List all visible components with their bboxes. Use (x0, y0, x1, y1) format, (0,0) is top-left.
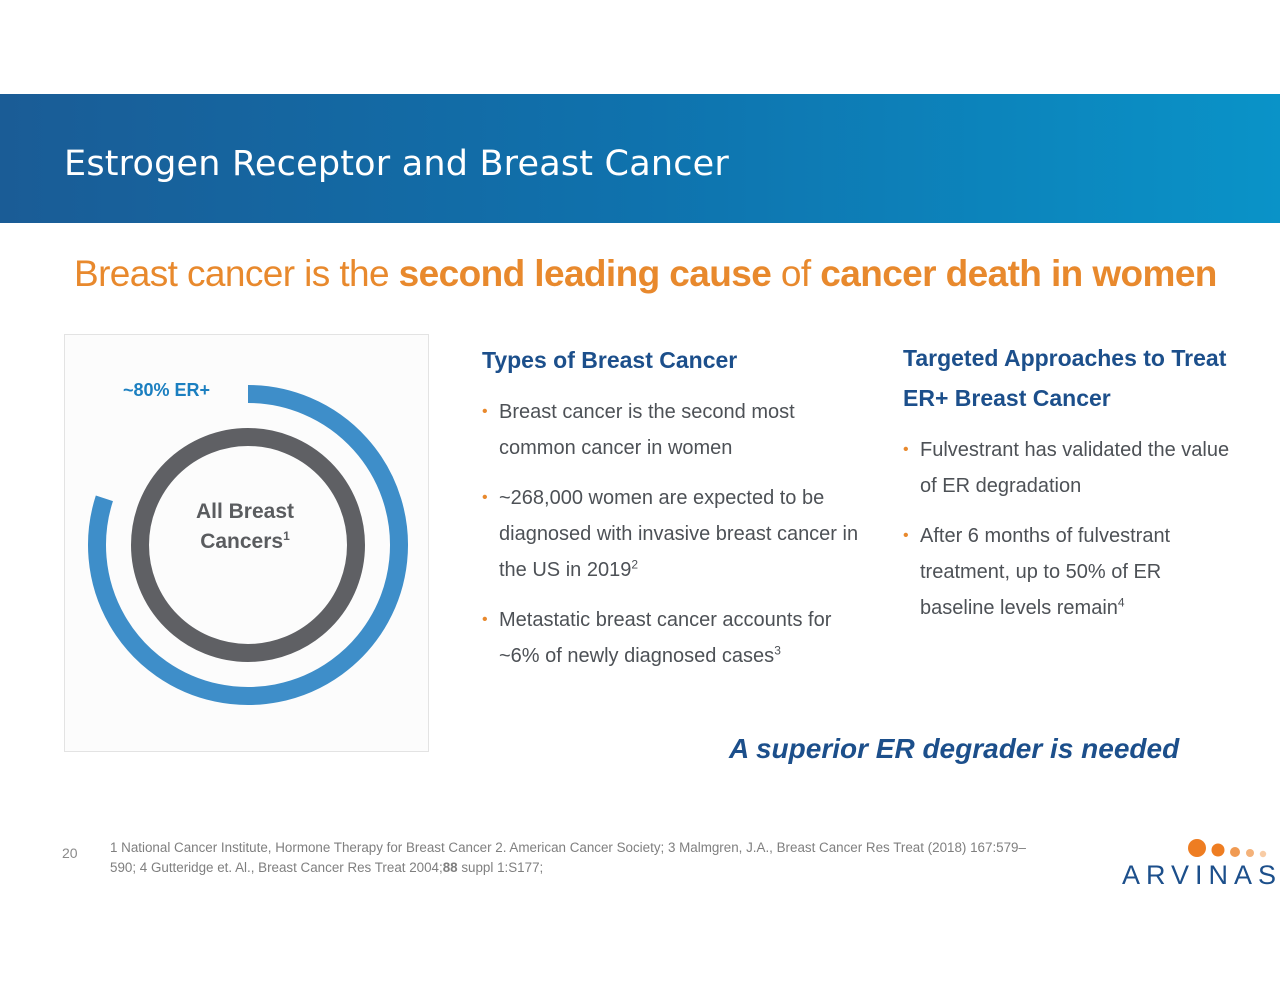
targeted-bullet-list: • Fulvestrant has validated the value of … (903, 432, 1233, 626)
bullet-dot-icon: • (903, 441, 909, 458)
types-bullet-list: • Breast cancer is the second most common… (482, 394, 862, 674)
types-bullet: • Metastatic breast cancer accounts for ~… (482, 602, 862, 674)
footnote-bold: 88 (442, 860, 458, 875)
donut-svg (88, 385, 408, 705)
header-banner (0, 94, 1280, 223)
bullet-dot-icon: • (903, 527, 909, 544)
types-bullet-text: Metastatic breast cancer accounts for ~6… (499, 609, 832, 667)
logo-wordmark: ARVINAS (1122, 860, 1280, 890)
types-bullet: • ~268,000 women are expected to be diagn… (482, 480, 862, 588)
arvinas-logo: ARVINAS (1120, 836, 1280, 890)
er-positive-arc (88, 385, 408, 705)
donut-center-sup: 1 (283, 529, 290, 543)
footnote-pre: 1 National Cancer Institute, Hormone The… (110, 840, 1026, 875)
donut-center-label: All Breast Cancers1 (165, 497, 325, 557)
types-bullet-sup: 2 (631, 557, 639, 572)
headline: Breast cancer is the second leading caus… (74, 253, 1217, 295)
all-cancers-ring (131, 428, 365, 662)
page-number: 20 (62, 845, 78, 861)
headline-part4: cancer death in women (820, 253, 1217, 294)
bullet-dot-icon: • (482, 403, 488, 420)
targeted-bullet-sup: 4 (1117, 595, 1125, 610)
headline-part2: second leading cause (398, 253, 772, 294)
headline-part1: Breast cancer is the (74, 253, 399, 294)
bullet-dot-icon: • (482, 489, 488, 506)
er-percent-label: ~80% ER+ (123, 380, 211, 400)
types-bullet-sup: 3 (774, 643, 781, 658)
bullet-dot-icon: • (482, 611, 488, 628)
footnote: 1 National Cancer Institute, Hormone The… (110, 838, 1030, 878)
donut-center-text: All Breast Cancers (195, 500, 295, 553)
types-title: Types of Breast Cancer (482, 347, 738, 373)
page-title: Estrogen Receptor and Breast Cancer (64, 144, 729, 184)
types-bullet-text: ~268,000 women are expected to be diagno… (499, 487, 859, 581)
targeted-bullet-text: After 6 months of fulvestrant treatment,… (920, 525, 1171, 619)
targeted-title: Targeted Approaches to Treat ER+ Breast … (903, 345, 1227, 411)
logo-dots-icon (1188, 839, 1267, 858)
targeted-section: Targeted Approaches to Treat ER+ Breast … (903, 338, 1233, 626)
targeted-bullet-text: Fulvestrant has validated the value of E… (920, 439, 1230, 497)
types-bullet-text: Breast cancer is the second most common … (499, 401, 795, 459)
types-bullet: • Breast cancer is the second most common… (482, 394, 862, 466)
targeted-bullet: • Fulvestrant has validated the value of … (903, 432, 1233, 504)
footnote-post: suppl 1:S177; (457, 860, 544, 875)
targeted-bullet: • After 6 months of fulvestrant treatment… (903, 518, 1233, 626)
types-section: Types of Breast Cancer • Breast cancer is… (482, 340, 862, 674)
er-donut-chart: ~80% ER+ All Breast Cancers1 (64, 334, 429, 752)
tagline: A superior ER degrader is needed (729, 733, 1180, 764)
headline-part3: of (771, 253, 821, 294)
